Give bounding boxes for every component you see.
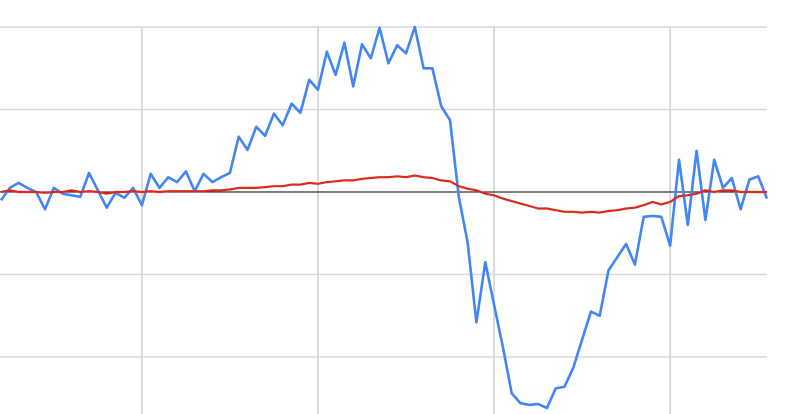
series-lines (0, 25, 769, 410)
series-line-1 (0, 25, 769, 410)
series-line-2 (0, 174, 767, 214)
gridlines (0, 26, 767, 414)
